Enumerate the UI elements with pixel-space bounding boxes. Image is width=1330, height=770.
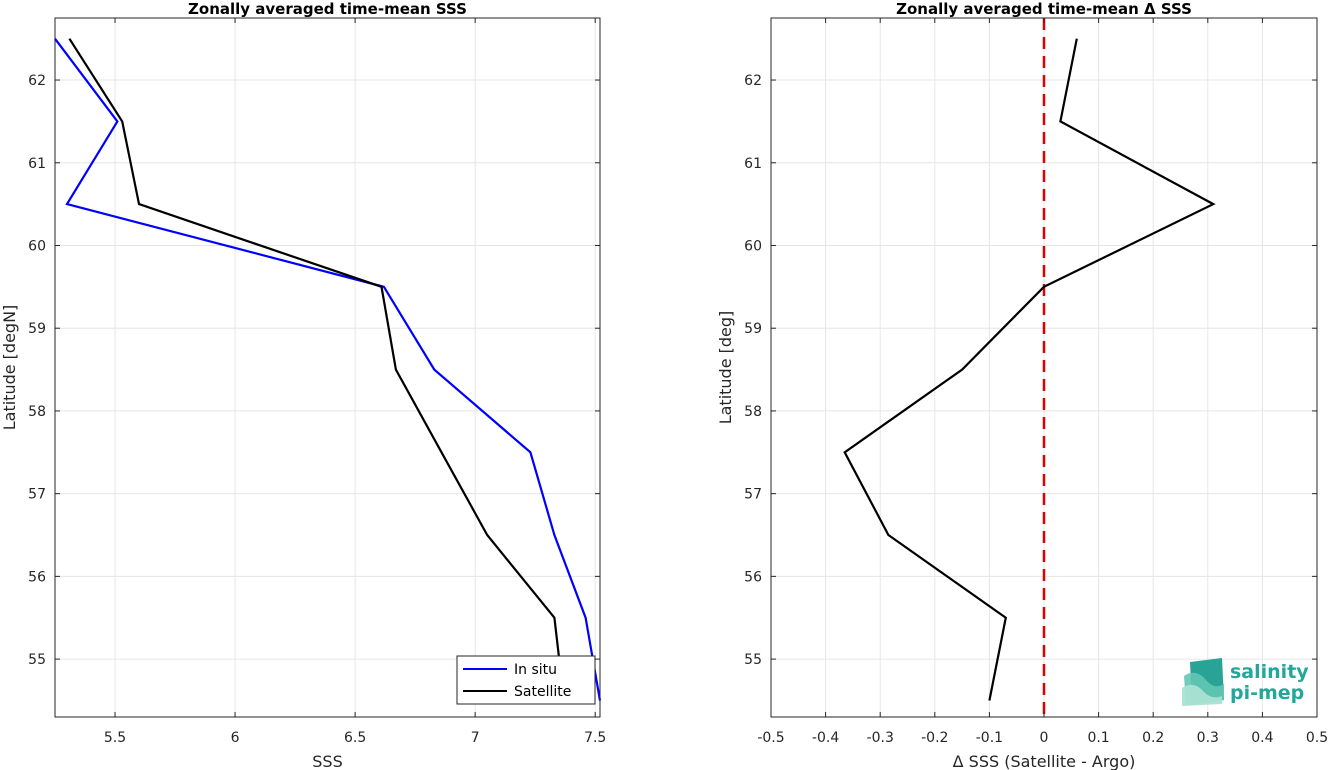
- left-series: [54, 38, 602, 701]
- left-tick-labels: 5.5 6 6.5 7 7.5 55 56 57 58 59 60 61 62: [28, 18, 606, 746]
- x-tick-label: 0.3: [1197, 730, 1219, 746]
- left-x-axis-label: SSS: [312, 752, 342, 770]
- y-tick-label: 59: [28, 321, 46, 337]
- x-tick-label: -0.3: [867, 730, 894, 746]
- right-x-axis-label: Δ SSS (Satellite - Argo): [953, 752, 1136, 770]
- y-tick-label: 55: [744, 652, 762, 668]
- x-tick-label: 0: [1040, 730, 1049, 746]
- y-tick-label: 60: [744, 238, 762, 254]
- y-tick-label: 58: [744, 404, 762, 420]
- y-tick-label: 56: [28, 569, 46, 585]
- x-tick-label: 0.5: [1306, 730, 1328, 746]
- y-tick-label: 61: [744, 156, 762, 172]
- left-grid: [55, 18, 600, 717]
- x-tick-label: 0.2: [1142, 730, 1164, 746]
- salinity-pimep-logo: salinity pi-mep: [1182, 658, 1309, 706]
- y-tick-label: 56: [744, 569, 762, 585]
- y-tick-label: 60: [28, 238, 46, 254]
- left-y-axis-label: Latitude [degN]: [0, 305, 19, 431]
- x-tick-label: 5.5: [104, 730, 126, 746]
- right-panel: -0.5 -0.4 -0.3 -0.2 -0.1 0 0.1 0.2 0.3 0.4 0.5 55 56…: [716, 0, 1328, 770]
- y-tick-label: 58: [28, 404, 46, 420]
- x-tick-label: 7.5: [584, 730, 606, 746]
- y-tick-label: 57: [28, 487, 46, 503]
- right-chart-title: Zonally averaged time-mean Δ SSS: [896, 0, 1192, 18]
- y-tick-label: 62: [744, 73, 762, 89]
- x-tick-label: -0.2: [921, 730, 948, 746]
- series-line-delta-0: [843, 38, 1216, 701]
- x-tick-label: 7: [471, 730, 480, 746]
- y-tick-label: 62: [28, 73, 46, 89]
- y-tick-label: 57: [744, 487, 762, 503]
- right-series: [843, 38, 1216, 701]
- left-plot-frame: [54, 17, 601, 718]
- x-tick-label: -0.1: [976, 730, 1003, 746]
- wave-logo-icon: [1182, 658, 1224, 706]
- logo-text-pimep: pi-mep: [1230, 682, 1304, 704]
- legend-entry-satellite: Satellite: [514, 684, 571, 700]
- x-tick-label: -0.4: [812, 730, 839, 746]
- right-tick-labels: -0.5 -0.4 -0.3 -0.2 -0.1 0 0.1 0.2 0.3 0.4 0.5 55 56…: [744, 18, 1328, 746]
- left-chart-title: Zonally averaged time-mean SSS: [188, 0, 467, 18]
- series-line-in-situ: [54, 38, 602, 701]
- y-tick-label: 55: [28, 652, 46, 668]
- x-tick-label: 0.4: [1251, 730, 1273, 746]
- x-tick-label: 6: [231, 730, 240, 746]
- legend-entry-in-situ: In situ: [514, 662, 557, 678]
- right-y-axis-label: Latitude [deg]: [716, 311, 735, 425]
- logo-text-salinity: salinity: [1230, 661, 1309, 683]
- series-line-satellite: [68, 38, 566, 701]
- y-tick-label: 61: [28, 156, 46, 172]
- legend: In situ Satellite: [456, 655, 596, 705]
- legend-box: [456, 655, 596, 705]
- x-tick-label: 6.5: [344, 730, 366, 746]
- y-tick-label: 59: [744, 321, 762, 337]
- x-tick-label: 0.1: [1087, 730, 1109, 746]
- left-panel: 5.5 6 6.5 7 7.5 55 56 57 58 59 60 61 62 Zonally aver…: [0, 0, 606, 770]
- x-tick-label: -0.5: [757, 730, 784, 746]
